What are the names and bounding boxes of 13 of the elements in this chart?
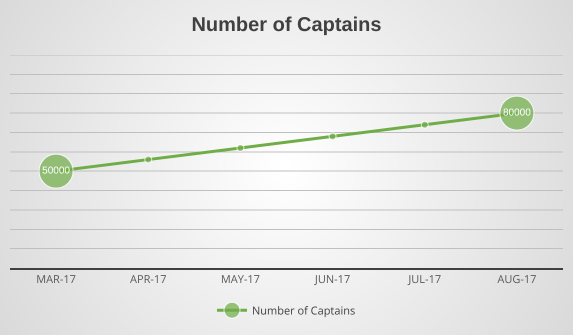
point: [420, 120, 429, 129]
data-label: 80000: [503, 108, 532, 119]
chart-title: Number of Captains: [191, 14, 382, 36]
legend-label: Number of Captains: [252, 303, 356, 318]
x-tick-label: JUL-17: [407, 272, 442, 288]
point: [144, 156, 152, 164]
x-tick-label: MAR-17: [36, 272, 76, 288]
x-tick-label: APR-17: [130, 272, 166, 288]
x-tick-label: JUN-17: [314, 272, 350, 288]
x-tick-label: MAY-17: [220, 272, 260, 288]
x-tick-label: AUG-17: [497, 272, 536, 288]
data-label: 50000: [42, 166, 70, 177]
point: [328, 132, 337, 140]
